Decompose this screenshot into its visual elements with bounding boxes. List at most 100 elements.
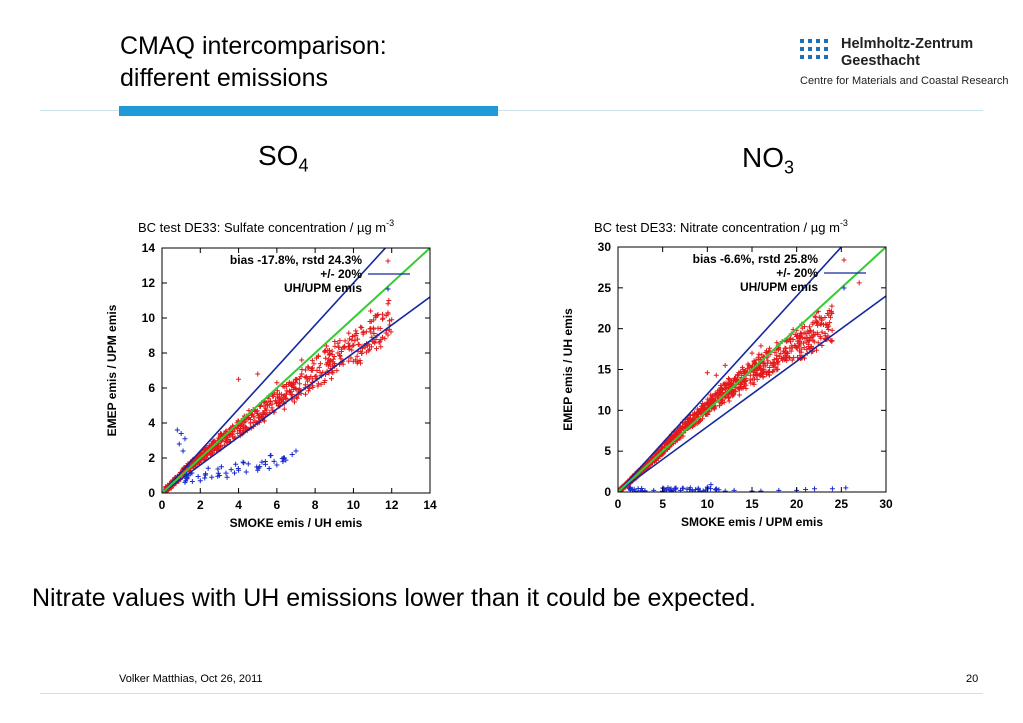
x-tick-label: 5 <box>659 497 666 511</box>
red-data-point <box>292 377 298 383</box>
red-data-point <box>746 362 752 368</box>
red-data-point <box>722 395 728 401</box>
red-data-point <box>349 337 355 343</box>
stats-annotation: bias -17.8%, rstd 24.3% <box>230 253 362 267</box>
red-data-point <box>690 412 696 418</box>
red-data-point <box>359 350 365 356</box>
red-data-point <box>336 344 342 350</box>
blue-data-point <box>254 464 260 470</box>
red-data-point <box>377 326 383 331</box>
y-tick-label: 0 <box>148 486 155 500</box>
footer-author: Volker Matthias, Oct 26, 2011 <box>119 673 263 685</box>
x-tick-label: 15 <box>745 497 759 511</box>
red-data-point <box>827 320 833 326</box>
red-data-point <box>763 363 769 369</box>
red-data-point <box>819 343 825 349</box>
red-data-point <box>807 335 813 341</box>
red-data-point <box>754 376 760 382</box>
plot-area <box>618 247 886 492</box>
red-data-point <box>320 369 326 375</box>
blue-data-point <box>218 464 224 470</box>
red-data-point <box>785 338 791 344</box>
red-data-point <box>806 330 812 336</box>
red-data-point <box>378 337 384 343</box>
red-data-point <box>351 333 357 339</box>
red-points-series <box>618 280 862 492</box>
red-data-point <box>352 338 358 344</box>
red-data-point <box>385 301 391 307</box>
red-data-point <box>283 391 289 397</box>
red-data-point <box>749 350 755 356</box>
chart-title: BC test DE33: Sulfate concentration / µg… <box>138 218 394 235</box>
red-data-point <box>802 336 808 342</box>
helmholtz-logo: Helmholtz-Zentrum Geesthacht Centre for … <box>800 35 1008 95</box>
red-data-point <box>306 365 312 371</box>
chart-title: BC test DE33: Nitrate concentration / µg… <box>594 218 848 235</box>
red-data-point <box>820 322 826 328</box>
red-data-point <box>829 327 835 333</box>
red-data-point <box>269 405 275 411</box>
y-tick-label: 12 <box>142 276 156 290</box>
red-data-point <box>678 435 684 441</box>
blue-data-point <box>233 461 239 467</box>
red-data-point <box>789 357 795 363</box>
red-data-point <box>267 398 273 404</box>
x-tick-label: 30 <box>879 497 893 511</box>
red-data-point <box>289 383 295 389</box>
y-tick-label: 2 <box>148 451 155 465</box>
x-tick-label: 0 <box>159 498 166 512</box>
red-data-point <box>375 312 381 318</box>
y-tick-label: 6 <box>148 381 155 395</box>
blue-data-point <box>240 459 246 465</box>
blue-data-point <box>758 488 764 492</box>
blue-data-point <box>178 431 184 436</box>
red-data-point <box>813 320 819 326</box>
red-data-point <box>270 393 276 399</box>
red-data-point <box>712 392 718 398</box>
red-data-point <box>774 340 780 346</box>
red-data-point <box>309 357 315 363</box>
blue-data-point <box>693 487 699 492</box>
blue-data-point <box>684 486 690 492</box>
so4-heading-sub: 4 <box>298 155 309 176</box>
red-data-point <box>236 376 242 382</box>
red-data-point <box>773 356 779 362</box>
red-data-point <box>753 372 759 378</box>
red-data-point <box>382 336 388 342</box>
red-data-point <box>771 360 777 366</box>
red-data-point <box>351 342 357 348</box>
red-data-point <box>764 371 770 377</box>
blue-data-point <box>182 436 188 442</box>
blue-data-point <box>843 485 849 491</box>
red-data-point <box>207 443 213 449</box>
red-data-point <box>252 418 258 424</box>
red-data-point <box>745 361 751 367</box>
red-data-point <box>358 324 364 330</box>
red-data-point <box>283 384 289 390</box>
red-data-point <box>305 378 311 384</box>
red-data-point <box>294 394 300 400</box>
red-data-point <box>374 346 380 352</box>
red-data-point <box>263 399 269 405</box>
red-data-point <box>736 372 742 378</box>
red-data-point <box>704 370 710 376</box>
red-data-point <box>254 408 260 414</box>
red-data-point <box>829 311 835 317</box>
red-data-point <box>312 373 318 379</box>
blue-points-series <box>627 482 849 492</box>
legend-red-marker <box>385 258 391 264</box>
blue-data-point <box>215 470 221 476</box>
red-data-point <box>677 424 683 430</box>
red-data-point <box>342 338 348 344</box>
logo-dot-grid-icon <box>800 39 828 59</box>
red-data-point <box>799 331 805 337</box>
red-data-point <box>346 344 352 350</box>
red-data-point <box>708 395 714 401</box>
red-data-point <box>727 383 733 389</box>
red-data-point <box>389 317 395 323</box>
legend-blue-marker <box>841 285 847 291</box>
red-data-point <box>337 353 343 359</box>
sulfate-scatter-chart: BC test DE33: Sulfate concentration / µg… <box>105 218 437 530</box>
red-data-point <box>257 415 263 421</box>
blue-data-point <box>668 486 674 492</box>
